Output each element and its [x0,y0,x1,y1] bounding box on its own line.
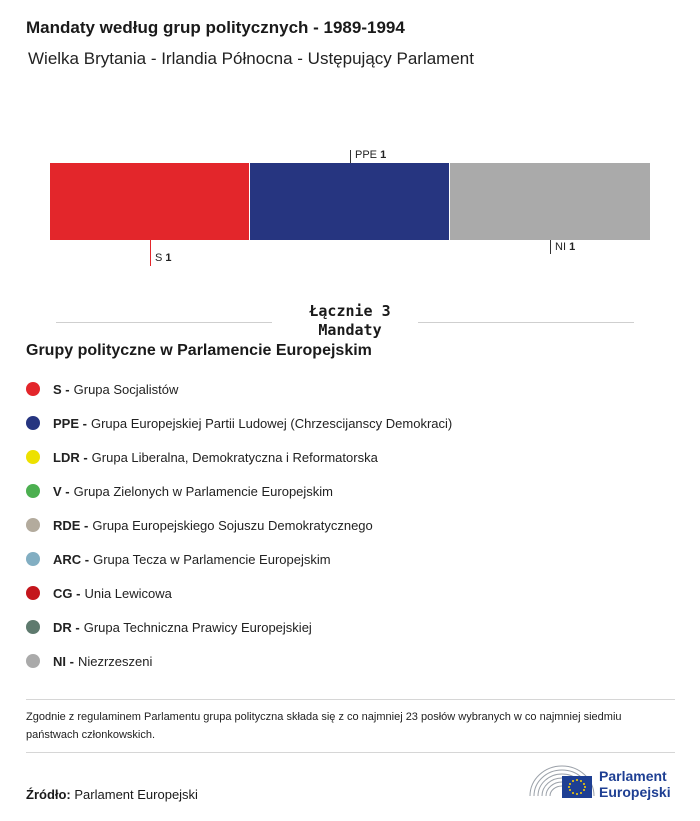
legend-item: RDE - Grupa Europejskiego Sojuszu Demokra… [26,508,452,542]
chart-title: Mandaty według grup politycznych - 1989-… [26,18,405,37]
segment-label-s: S 1 [155,252,172,264]
bar-segment-ni [450,163,650,240]
footer-divider-bottom [26,752,675,753]
legend-name: Niezrzeszeni [77,653,153,669]
legend-abbr: ARC - [53,551,90,567]
legend-abbr: LDR - [53,449,88,465]
total-seats-line1: Łącznie 3 [309,302,391,320]
legend-swatch [26,382,40,396]
legend-item: PPE - Grupa Europejskiej Partii Ludowej (… [26,406,452,440]
legend-abbr: DR - [53,619,80,635]
legend-abbr: NI - [53,653,74,669]
legend-name: Unia Lewicowa [84,585,172,601]
total-seats: Łącznie 3 Mandaty [280,302,420,340]
legend-swatch [26,586,40,600]
legend-swatch [26,484,40,498]
total-seats-line2: Mandaty [318,321,382,339]
legend-abbr: PPE - [53,415,87,431]
legend-name: Grupa Liberalna, Demokratyczna i Reforma… [91,449,378,465]
total-divider-right [418,322,634,323]
legend-item: NI - Niezrzeszeni [26,644,452,678]
legend-item: DR - Grupa Techniczna Prawicy Europejskie… [26,610,452,644]
bar-segment-s [50,163,249,240]
legend-list: S - Grupa Socjalistów PPE - Grupa Europejsk… [26,372,452,678]
footer-divider-top [26,699,675,700]
legend-name: Grupa Zielonych w Parlamencie Europejski… [73,483,334,499]
legend-name: Grupa Europejskiego Sojuszu Demokratyczn… [92,517,373,533]
logo-line1: Parlament [599,768,667,784]
legend-swatch [26,450,40,464]
segment-label-ni: NI 1 [555,241,576,253]
source-line: Źródło: Parlament Europejski [26,787,198,802]
legend-item: CG - Unia Lewicowa [26,576,452,610]
source-value: Parlament Europejski [74,787,198,802]
footer-note: Zgodnie z regulaminem Parlamentu grupa p… [26,711,622,741]
label-tick-s [150,240,151,266]
legend-swatch [26,654,40,668]
chart-subtitle: Wielka Brytania - Irlandia Północna - Us… [28,49,474,68]
legend-item: LDR - Grupa Liberalna, Demokratyczna i Re… [26,440,452,474]
label-tick-ni [550,240,551,254]
legend-abbr: V - [53,483,70,499]
european-parliament-logo [529,765,595,798]
logo-line2: Europejski [599,784,671,800]
legend-name: Grupa Europejskiej Partii Ludowej (Chrze… [90,415,453,431]
legend-swatch [26,518,40,532]
legend-item: V - Grupa Zielonych w Parlamencie Europej… [26,474,452,508]
source-label: Źródło: [26,787,71,802]
legend-item: S - Grupa Socjalistów [26,372,452,406]
legend-name: Grupa Tecza w Parlamencie Europejskim [93,551,331,567]
legend-item: ARC - Grupa Tecza w Parlamencie Europejsk… [26,542,452,576]
legend-title: Grupy polityczne w Parlamencie Europejsk… [26,342,372,359]
stacked-seats-bar: S 1 PPE 1 NI 1 [50,149,650,266]
legend-abbr: CG - [53,585,81,601]
legend-abbr: S - [53,381,70,397]
legend-name: Grupa Socjalistów [73,381,179,397]
legend-swatch [26,552,40,566]
label-tick-ppe [350,150,351,163]
bar-segment-ppe [250,163,449,240]
legend-swatch [26,620,40,634]
legend-abbr: RDE - [53,517,89,533]
logo-wordmark: Parlament Europejski [599,768,671,800]
legend-name: Grupa Techniczna Prawicy Europejskiej [83,619,312,635]
segment-label-ppe: PPE 1 [355,149,387,161]
legend-swatch [26,416,40,430]
total-divider-left [56,322,272,323]
